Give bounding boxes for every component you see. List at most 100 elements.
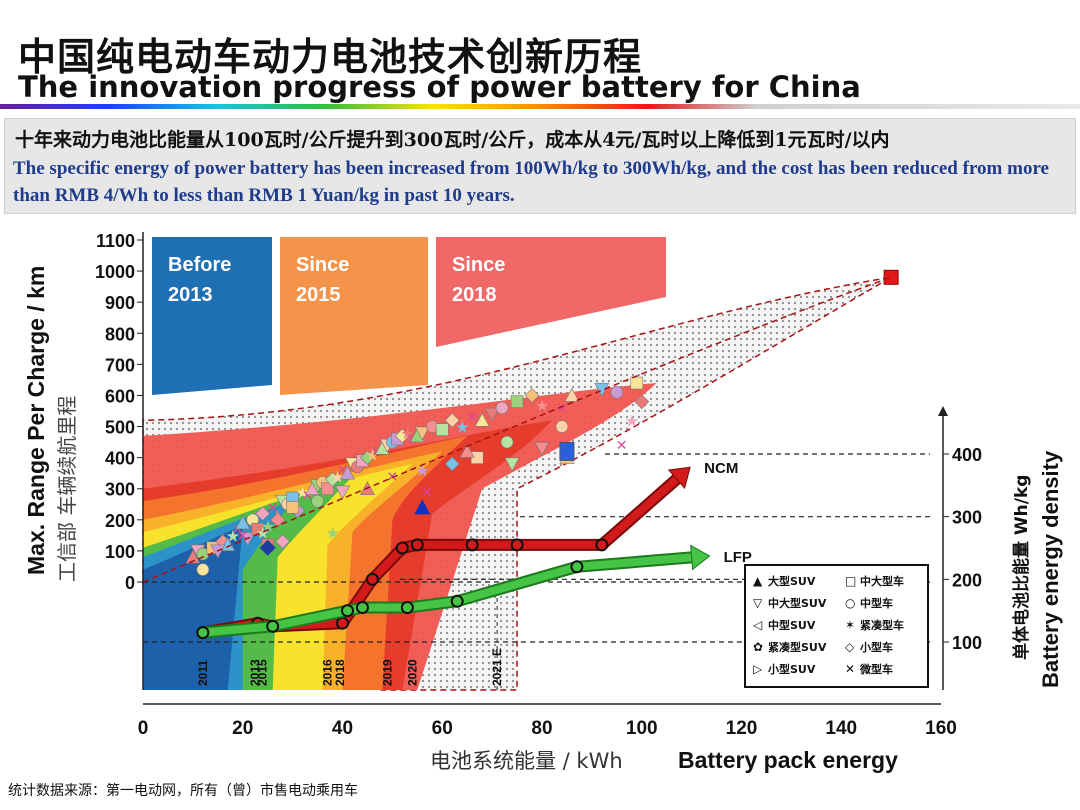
era-box-2: Since 2018 — [436, 237, 666, 347]
era-box-1: Since 2015 — [280, 237, 428, 395]
frontier-point — [883, 269, 899, 285]
y-axis-title-en: Max. Range Per Charge / km — [23, 266, 49, 575]
vehicle-point — [484, 407, 500, 422]
x-axis-title-en: Battery pack energy — [678, 747, 898, 773]
era-label-line1: Before — [168, 254, 231, 276]
vehicle-point — [286, 501, 299, 514]
vehicle-point — [414, 426, 430, 441]
vehicle-point — [321, 482, 334, 496]
year-label: 2020 — [405, 659, 419, 686]
legend-item: ▽ 中大型SUV — [753, 596, 827, 610]
series-point — [266, 619, 280, 633]
vehicle-point — [500, 435, 514, 449]
vehicle-point: ★ — [365, 446, 379, 465]
legend-label: 小型SUV — [767, 662, 816, 676]
summary-en: The specific energy of power battery has… — [13, 158, 1049, 206]
vehicle-point: ★ — [400, 424, 414, 443]
series-line — [202, 553, 692, 637]
legend-label: 紧凑型车 — [860, 618, 904, 632]
frontier-trend — [142, 276, 892, 583]
legend-label: 微型车 — [859, 662, 893, 676]
legend-item: ✿ 紧凑型SUV — [753, 640, 827, 654]
vehicle-point — [555, 420, 569, 433]
legend-symbol: □ — [845, 574, 856, 588]
series-point — [196, 626, 210, 640]
legend-label: 中大型车 — [860, 574, 904, 588]
vehicle-point — [459, 443, 475, 458]
title-underline — [0, 104, 1080, 109]
x-tick-label: 160 — [925, 718, 957, 739]
y-tick-label: 400 — [105, 449, 135, 469]
era-box-0: Before 2013 — [152, 237, 272, 395]
vehicle-point: ✕ — [466, 410, 478, 426]
vehicle-point — [334, 485, 351, 500]
y-tick-label: 600 — [105, 386, 135, 406]
y-tick-label: 1000 — [95, 262, 135, 282]
y-axis-title-cn: 工信部 车辆续航里程 — [55, 396, 79, 582]
legend-item: ◇ 小型车 — [845, 640, 893, 654]
x-tick-label: 140 — [825, 718, 857, 739]
y2-tick-label: 300 — [952, 508, 982, 528]
vehicle-point — [394, 428, 410, 444]
vehicle-point: ✕ — [267, 500, 279, 516]
vehicle-point — [630, 376, 644, 390]
vehicle-point: ★ — [535, 396, 549, 415]
vehicle-point — [185, 549, 201, 564]
vehicle-point: ✕ — [616, 438, 628, 454]
x-tick-label: 80 — [531, 718, 552, 739]
legend-label: 小型车 — [859, 640, 893, 654]
series-point — [355, 601, 369, 615]
legend-symbol: ◇ — [845, 640, 855, 654]
series-lfp: LFP — [196, 544, 752, 640]
vehicle-point — [564, 387, 580, 402]
vehicle-point — [610, 386, 624, 399]
vehicle-point: ★ — [256, 523, 270, 542]
legend-label: 中大型SUV — [768, 596, 827, 610]
vehicle-point: ✕ — [556, 401, 568, 417]
y2-tick-label: 100 — [952, 633, 982, 653]
vehicle-point: ✕ — [302, 488, 314, 504]
vehicle-point — [495, 401, 509, 415]
vehicle-point — [360, 450, 375, 466]
x-tick-label: 20 — [232, 718, 253, 739]
year-label: 2021 E — [490, 648, 504, 686]
legend-label: 中型车 — [860, 596, 893, 610]
vehicle-point — [634, 394, 650, 410]
legend-symbol: ◁ — [752, 618, 762, 632]
vehicle-point-highlight — [559, 441, 575, 461]
vehicle-point — [444, 412, 460, 428]
era-label-line2: 2013 — [168, 284, 213, 306]
vehicle-point: ✕ — [237, 528, 249, 544]
series-arrow — [667, 466, 691, 490]
series-arrow — [690, 544, 711, 571]
vehicle-point — [311, 494, 324, 508]
vehicle-point — [510, 395, 524, 408]
year-label: 2011 — [196, 660, 210, 686]
vehicle-point-highlight — [259, 539, 276, 556]
vehicle-point-highlight — [414, 499, 431, 515]
vehicle-point: ★ — [455, 418, 469, 437]
legend-item: ✶ 紧凑型车 — [845, 618, 904, 632]
vehicle-point — [235, 515, 251, 530]
legend-label: 大型SUV — [768, 574, 816, 588]
era-shape — [152, 237, 272, 395]
series-label: NCM — [704, 460, 738, 477]
y2-axis-arrow — [938, 406, 948, 416]
series-point — [410, 538, 424, 552]
y-tick-label: 700 — [105, 355, 135, 375]
series-point — [450, 594, 464, 608]
x-tick-label: 100 — [626, 718, 658, 739]
vehicle-point: ★ — [331, 467, 345, 486]
era-label-line1: Since — [296, 254, 349, 276]
x-tick-label: 60 — [432, 718, 453, 739]
vehicle-point: ★ — [326, 523, 340, 542]
series-point — [400, 601, 414, 615]
legend-symbol: ✶ — [845, 618, 855, 632]
vehicle-point — [339, 465, 355, 480]
vehicle-point — [325, 471, 340, 487]
year-label: 2016 — [321, 659, 335, 686]
vehicle-point: ★ — [296, 483, 310, 502]
legend-symbol: ○ — [845, 596, 855, 610]
vehicle-point: ✕ — [232, 522, 244, 538]
